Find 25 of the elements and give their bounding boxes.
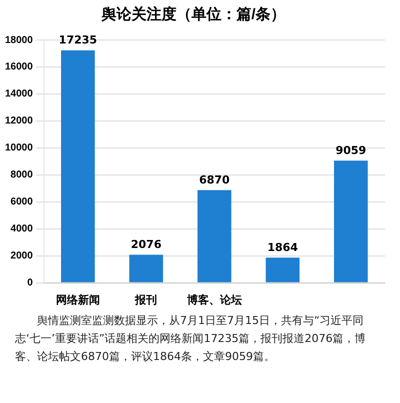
y-tick-label: 18000 bbox=[4, 34, 34, 46]
bar bbox=[266, 258, 300, 282]
y-tick-label: 0 bbox=[27, 278, 34, 289]
bar bbox=[198, 190, 232, 282]
y-tick-label: 8000 bbox=[10, 170, 34, 181]
data-label: 1864 bbox=[267, 241, 298, 254]
chart-title: 舆论关注度（单位：篇/条） bbox=[100, 5, 286, 24]
bar bbox=[334, 160, 368, 282]
x-tick-label: 博客、论坛 bbox=[186, 293, 242, 306]
data-label: 9059 bbox=[336, 144, 366, 157]
y-tick-label: 6000 bbox=[10, 196, 34, 208]
y-tick-label: 2000 bbox=[10, 250, 34, 262]
data-label: 6870 bbox=[199, 173, 230, 186]
y-tick-label: 16000 bbox=[4, 62, 34, 73]
y-tick-label: 10000 bbox=[4, 142, 34, 154]
bar bbox=[61, 50, 95, 282]
bar bbox=[129, 254, 164, 282]
data-label: 2076 bbox=[130, 238, 162, 252]
text: 舆情监测室监测数据显示，从7月1日至7月15日，共有与“习近平同志‘七一’重要讲话”话题相关的网络新闻17235篇，报刊报道2076篇，博客、论坛帖文6870篇，评议1864条，文章9059篇。 bbox=[15, 313, 367, 365]
data-label: 17235 bbox=[58, 34, 98, 47]
y-tick-label: 4000 bbox=[10, 224, 34, 235]
x-tick-label: 网络新闻 bbox=[56, 293, 100, 306]
x-tick-label: 报刊 bbox=[134, 293, 158, 306]
y-tick-label: 14000 bbox=[4, 88, 34, 100]
y-tick-label: 12000 bbox=[4, 116, 34, 127]
